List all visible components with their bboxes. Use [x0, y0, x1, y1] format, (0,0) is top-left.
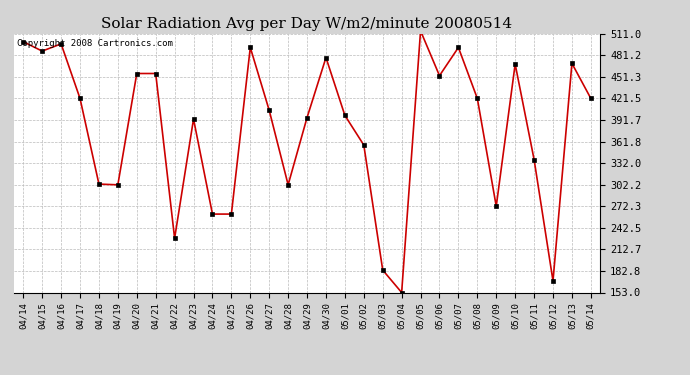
Title: Solar Radiation Avg per Day W/m2/minute 20080514: Solar Radiation Avg per Day W/m2/minute … — [101, 17, 513, 31]
Text: Copyright 2008 Cartronics.com: Copyright 2008 Cartronics.com — [17, 39, 172, 48]
